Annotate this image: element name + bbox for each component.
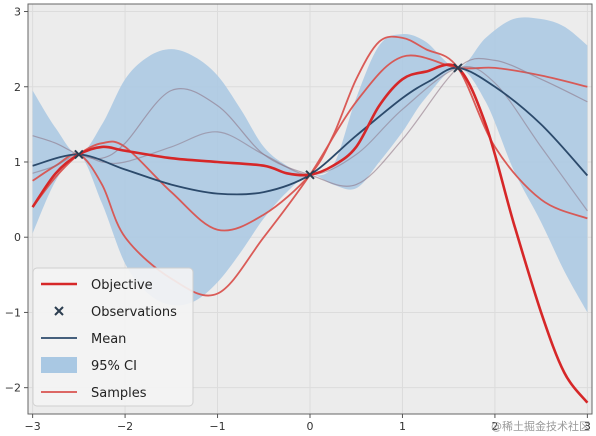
xtick-label: −2 [117, 420, 133, 433]
legend-label: 95% CI [91, 359, 137, 374]
marker-stroke [453, 63, 463, 73]
xtick-label: 2 [491, 420, 498, 433]
observation-marker-1 [74, 149, 84, 160]
observation-marker-2 [305, 170, 315, 180]
ytick-label: 3 [14, 6, 21, 19]
legend: Objective Observations Mean 95% CI Samples [32, 267, 194, 407]
axis-ticks: −3 −2 −1 0 1 2 3 −2 −1 0 1 2 3 [5, 6, 591, 433]
mean-line [32, 66, 589, 196]
watermark: @稀土掘金技术社区 [491, 420, 590, 433]
legend-label: Samples [91, 386, 147, 401]
objective-line [31, 63, 589, 404]
ytick-label: 1 [14, 156, 21, 169]
ytick-label: 2 [14, 81, 21, 94]
xtick-label: 0 [307, 420, 314, 433]
observation-markers [74, 63, 463, 180]
sample-line-2 [32, 54, 588, 297]
legend-handle-observations [54, 306, 64, 316]
ytick-label: −2 [5, 382, 21, 395]
observation-marker-3 [453, 63, 463, 73]
legend-label: Mean [91, 332, 126, 347]
ytick-label: −1 [5, 306, 21, 319]
legend-label: Objective [91, 278, 153, 293]
legend-label: Observations [91, 305, 177, 320]
xtick-label: 3 [584, 420, 591, 433]
legend-handle-ci [41, 357, 77, 373]
marker-stroke [74, 149, 84, 160]
marker-stroke [305, 170, 315, 180]
xtick-label: −3 [25, 420, 41, 433]
xtick-label: −1 [209, 420, 225, 433]
xtick-label: 1 [399, 420, 406, 433]
ytick-label: 0 [14, 231, 21, 244]
